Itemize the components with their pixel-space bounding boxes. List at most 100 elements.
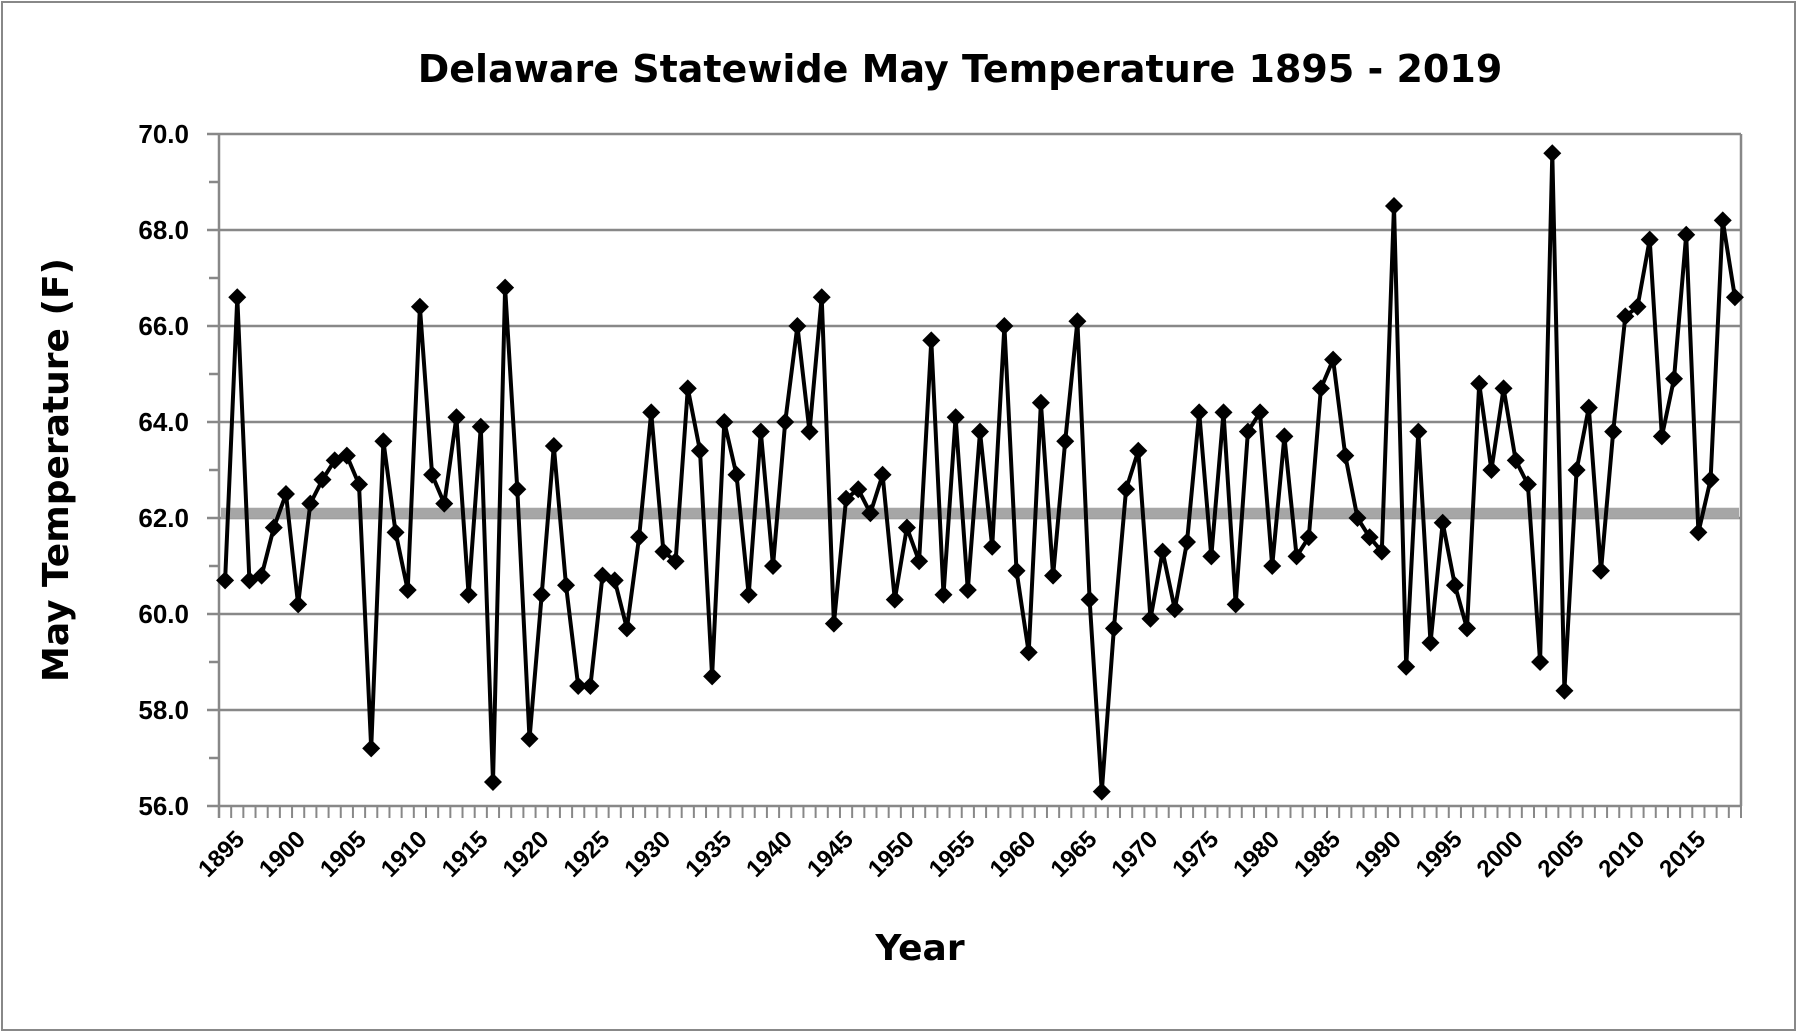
data-point-marker (788, 317, 807, 335)
data-point-marker (1652, 427, 1671, 446)
series-group (216, 144, 1744, 801)
data-point-marker (1068, 312, 1087, 331)
data-point-marker (812, 288, 831, 307)
data-point-marker (350, 475, 369, 494)
data-point-marker (289, 595, 308, 614)
data-point-marker (690, 441, 709, 460)
data-point-marker (1518, 475, 1537, 494)
y-tick-label: 62.0 (138, 503, 189, 533)
x-tick-label: 1905 (315, 826, 372, 883)
data-point-marker (654, 542, 673, 561)
data-point-marker (922, 331, 941, 350)
data-point-marker (1579, 398, 1598, 417)
x-tick-label: 1965 (1046, 826, 1103, 883)
data-point-marker (897, 518, 916, 537)
data-point-marker (1311, 379, 1330, 398)
x-tick-label: 1915 (437, 826, 494, 883)
y-tick-label: 58.0 (138, 695, 189, 725)
data-point-marker (1287, 547, 1306, 566)
data-point-marker (1080, 590, 1099, 609)
x-tick-label: 1935 (680, 826, 737, 883)
data-point-marker (1165, 600, 1184, 619)
data-point-marker (617, 619, 636, 638)
data-point-marker (1238, 422, 1257, 441)
data-point-marker (1409, 422, 1428, 441)
data-point-marker (727, 465, 746, 484)
data-point-marker (1214, 403, 1233, 422)
data-point-marker (1555, 681, 1574, 700)
data-point-marker (483, 773, 502, 791)
data-point-marker (1019, 643, 1038, 662)
data-point-marker (995, 317, 1014, 335)
data-point-marker (739, 585, 758, 604)
data-point-marker (1031, 393, 1050, 412)
y-axis-ticks: 56.0 58.0 60.0 62.0 64.0 66.0 68.0 70.0 (138, 119, 189, 821)
data-point-marker (1531, 653, 1550, 671)
data-point-marker (1543, 144, 1562, 163)
data-point-marker (1117, 480, 1136, 499)
data-point-marker (1056, 432, 1075, 451)
x-axis-ticks: 1895 1900 1905 1910 1915 1920 1925 1930 1935 1940… (193, 826, 1711, 883)
data-point-marker (837, 489, 856, 508)
data-point-marker (1445, 576, 1464, 595)
data-point-marker (678, 379, 697, 398)
data-point-marker (873, 465, 892, 484)
data-point-marker (971, 422, 989, 441)
data-point-marker (1689, 523, 1708, 542)
data-point-marker (313, 470, 332, 489)
data-point-marker (1616, 307, 1635, 326)
data-point-marker (824, 614, 843, 633)
data-point-marker (1190, 403, 1209, 422)
data-point-marker (1421, 633, 1440, 652)
data-point-marker (1591, 561, 1610, 580)
chart-title: Delaware Statewide May Temperature 1895 … (418, 47, 1503, 91)
data-point-marker (910, 552, 929, 571)
x-tick-label: 1945 (802, 826, 859, 883)
data-point-marker (715, 413, 734, 431)
data-point-marker (216, 571, 235, 590)
y-axis-label: May Temperature (F) (36, 258, 77, 682)
data-point-marker (885, 590, 904, 609)
data-point-marker (776, 413, 795, 431)
x-tick-label: 1950 (863, 826, 920, 883)
data-point-marker (581, 677, 600, 695)
data-point-marker (1324, 350, 1343, 369)
x-tick-label: 1960 (985, 826, 1042, 883)
data-point-marker (569, 677, 588, 695)
data-point-marker (1226, 595, 1245, 614)
data-point-marker (1348, 509, 1367, 527)
y-tick-label: 56.0 (138, 791, 189, 821)
data-point-marker (1202, 547, 1221, 566)
y-tick-label: 60.0 (138, 599, 189, 629)
data-point-marker (471, 417, 490, 436)
data-point-marker (934, 585, 953, 604)
data-point-marker (1275, 427, 1294, 446)
x-tick-label: 1910 (376, 826, 433, 883)
data-point-marker (1299, 528, 1318, 547)
data-point-marker (983, 537, 1002, 556)
x-tick-label: 1895 (193, 826, 250, 883)
data-point-marker (1567, 461, 1586, 479)
data-point-marker (764, 557, 783, 575)
data-point-marker (544, 437, 563, 455)
x-tick-label: 1970 (1106, 826, 1163, 883)
x-tick-label: 1930 (619, 826, 676, 883)
x-tick-label: 1980 (1228, 826, 1285, 883)
data-point-marker (252, 566, 271, 585)
data-point-marker (800, 422, 819, 441)
y-tick-label: 64.0 (138, 407, 189, 437)
data-point-marker (605, 571, 624, 590)
y-tick-label: 66.0 (138, 311, 189, 341)
data-point-marker (1458, 619, 1477, 638)
x-tick-label: 2010 (1593, 826, 1650, 883)
data-point-marker (1177, 533, 1196, 551)
y-tick-label: 68.0 (138, 215, 189, 245)
x-tick-label: 2015 (1654, 826, 1711, 883)
data-point-marker (386, 523, 405, 542)
data-point-marker (459, 585, 478, 604)
data-point-marker (398, 581, 417, 599)
data-point-marker (337, 446, 356, 465)
data-point-marker (1384, 197, 1403, 215)
x-tick-label: 1900 (254, 826, 311, 883)
